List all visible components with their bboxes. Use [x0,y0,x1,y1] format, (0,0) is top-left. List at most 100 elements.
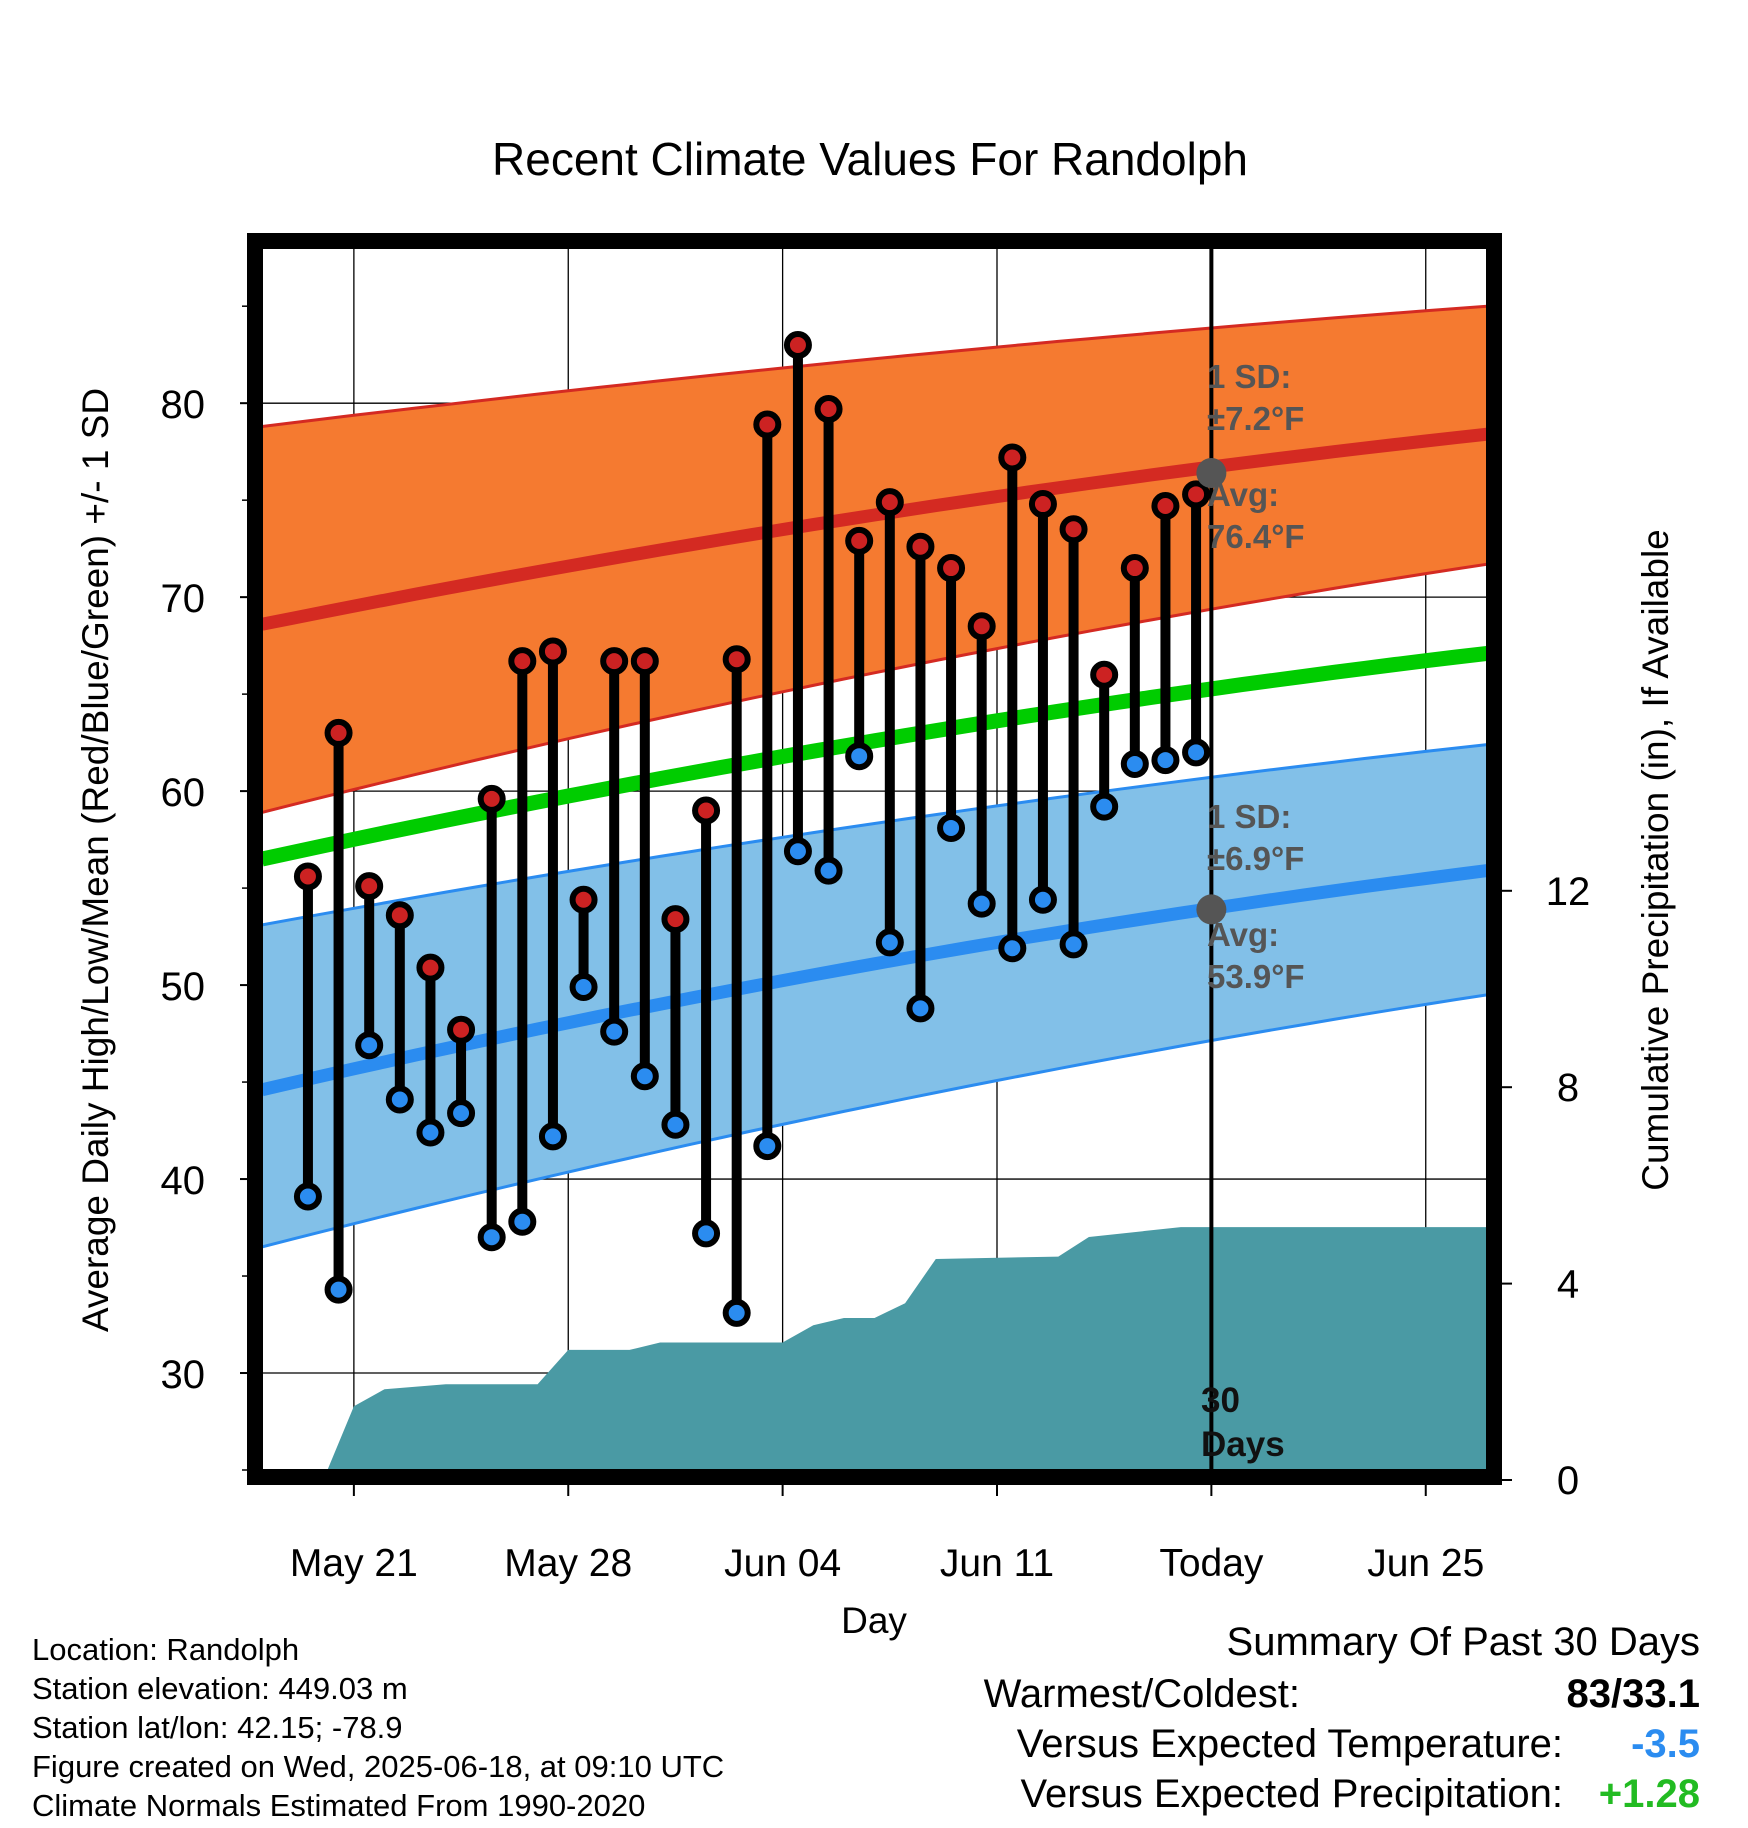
daily-low-point [447,1099,476,1128]
daily-high-point [1120,554,1149,583]
y2-tick-label: 8 [1557,1066,1579,1110]
daily-high-point [967,612,996,641]
daily-low-point [1120,749,1149,778]
climate-normals-note: Climate Normals Estimated From 1990-2020 [32,1788,646,1823]
mean-normal-line [262,645,1487,867]
y2-axis-label: Cumulative Precipitation (in), If Availa… [1635,529,1676,1191]
normal-bands [262,304,1487,1249]
daily-low-point [998,934,1027,963]
warmest-coldest-label: Warmest/Coldest: [983,1672,1300,1716]
daily-high-point [293,862,322,891]
daily-high-point [875,488,904,517]
daily-high-point [447,1015,476,1044]
daily-low-point [1028,885,1057,914]
y-tick-label: 30 [161,1353,206,1397]
high-sd-band [262,306,1487,813]
plot-frame [247,233,1502,1485]
days-count-word: Days [1201,1425,1285,1464]
daily-high-point [508,647,537,676]
daily-high-point [324,718,353,747]
station-latlon: Station lat/lon: 42.15; -78.9 [32,1710,403,1745]
daily-high-point [783,330,812,359]
summary-title: Summary Of Past 30 Days [1226,1620,1700,1664]
cumulative-precipitation-area [327,1227,1487,1470]
daily-low-point [538,1122,567,1151]
daily-low-point [692,1219,721,1248]
high-avg-label: Avg: [1207,476,1279,513]
low-avg-value: 53.9°F [1207,958,1305,995]
daily-high-point [416,953,445,982]
daily-low-point [937,813,966,842]
low-sd-value: ±6.9°F [1207,840,1304,877]
today-high-normal-marker [1196,458,1227,489]
y-tick-label: 50 [161,965,206,1009]
precipitation-area [327,1227,1487,1470]
daily-low-point [1151,746,1180,775]
daily-low-point [783,837,812,866]
daily-range-bars [293,330,1211,1327]
daily-low-point [355,1031,384,1060]
temperature-vs-expected-label: Versus Expected Temperature: [1016,1722,1563,1766]
daily-high-point [722,645,751,674]
daily-high-point [1182,480,1211,509]
daily-high-point [477,784,506,813]
temperature-vs-expected-value: -3.5 [1631,1722,1700,1766]
daily-high-point [600,647,629,676]
daily-high-point [937,554,966,583]
low-sd-label: 1 SD: [1207,798,1291,835]
daily-high-point [569,885,598,914]
precipitation-vs-expected-label: Versus Expected Precipitation: [1020,1772,1563,1816]
high-sd-band-lower-edge [262,562,1487,814]
daily-low-point [845,742,874,771]
high-avg-value: 76.4°F [1207,518,1305,555]
low-sd-band-lower-edge [262,993,1487,1249]
daily-low-point [293,1182,322,1211]
y-tick-label: 70 [161,577,206,621]
warmest-coldest-value: 83/33.1 [1566,1672,1700,1716]
low-normal-line [262,864,1487,1097]
chart-title: Recent Climate Values For Randolph [492,133,1248,185]
daily-high-point [753,410,782,439]
y-tick-label: 40 [161,1159,206,1203]
daily-low-point [508,1207,537,1236]
daily-high-point [538,637,567,666]
x-tick-label: Today [1159,1542,1264,1585]
daily-high-point [906,532,935,561]
annotations: 1 SD: ±7.2°F Avg: 76.4°F 1 SD: ±6.9°F Avg: 53.9… [1196,358,1305,1464]
daily-low-point [1059,930,1088,959]
y2-tick-label: 12 [1546,870,1591,914]
daily-high-point [1028,490,1057,519]
low-avg-label: Avg: [1207,916,1279,953]
daily-high-point [845,526,874,555]
station-elevation: Station elevation: 449.03 m [32,1671,408,1706]
high-normal-line [262,427,1487,631]
daily-low-point [385,1085,414,1114]
daily-high-point [385,901,414,930]
daily-high-point [998,443,1027,472]
station-location: Location: Randolph [32,1632,300,1667]
daily-high-point [1151,491,1180,520]
daily-high-point [661,905,690,934]
figure-created: Figure created on Wed, 2025-06-18, at 09… [32,1749,725,1784]
x-axis-label: Day [841,1600,907,1641]
precipitation-vs-expected-value: +1.28 [1598,1772,1700,1816]
daily-low-point [722,1298,751,1327]
high-sd-label: 1 SD: [1207,358,1291,395]
x-tick-label: Jun 04 [724,1542,841,1585]
high-sd-value: ±7.2°F [1207,400,1304,437]
y-axis-label: Average Daily High/Low/Mean (Red/Blue/Gr… [75,388,116,1332]
daily-high-point [692,796,721,825]
daily-low-point [569,973,598,1002]
daily-low-point [875,928,904,957]
y-tick-label: 80 [161,383,206,427]
daily-low-point [753,1132,782,1161]
y-tick-label: 60 [161,771,206,815]
normal-lines [262,427,1487,1097]
today-low-normal-marker [1196,894,1227,925]
low-sd-band-upper-edge [262,743,1487,927]
days-count-number: 30 [1201,1381,1240,1420]
x-tick-label: Jun 25 [1367,1542,1484,1585]
daily-low-point [814,856,843,885]
daily-low-point [1182,738,1211,767]
